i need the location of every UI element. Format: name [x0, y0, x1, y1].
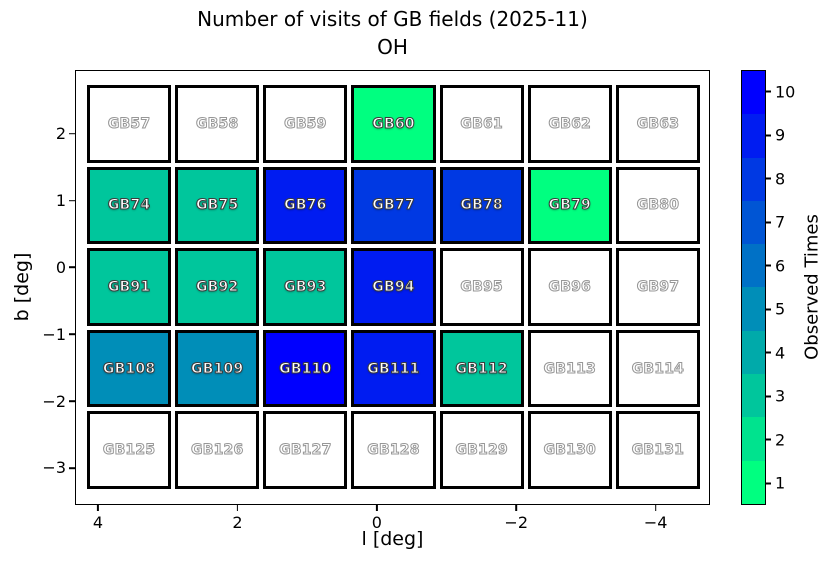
- field-cell: GB113: [527, 329, 612, 408]
- colorbar-tick: 6: [766, 256, 785, 275]
- field-cell: GB79: [527, 166, 612, 245]
- field-cell: GB131: [615, 411, 700, 489]
- colorbar-band: [742, 330, 765, 375]
- y-tick-label: 1: [55, 191, 66, 210]
- field-cell: GB75: [175, 166, 260, 245]
- field-cell: GB125: [87, 411, 172, 489]
- colorbar-band: [742, 460, 765, 504]
- x-tick-mark: [236, 505, 239, 511]
- x-tick-mark: [376, 505, 378, 511]
- colorbar-tick-label: 7: [775, 212, 786, 232]
- colorbar-band: [742, 114, 765, 158]
- field-cell: GB129: [439, 411, 524, 489]
- colorbar: [741, 70, 766, 505]
- x-axis-label: l [deg]: [361, 528, 424, 550]
- field-cell: GB127: [263, 411, 348, 489]
- colorbar-band: [742, 374, 765, 418]
- field-cell: GB59: [263, 85, 348, 163]
- field-cell: GB92: [175, 248, 260, 326]
- field-cell: GB91: [87, 248, 172, 326]
- y-tick-label: −3: [42, 458, 66, 478]
- field-cell: GB63: [615, 85, 700, 163]
- field-cell: GB93: [263, 248, 348, 326]
- field-cell: GB112: [439, 329, 524, 408]
- field-cell: GB110: [263, 329, 348, 408]
- colorbar-tick-label: 4: [775, 343, 786, 363]
- x-tick-mark: [515, 505, 518, 511]
- field-cell: GB97: [615, 248, 700, 326]
- y-tick-label: 0: [55, 257, 66, 277]
- field-cell: GB130: [527, 411, 612, 489]
- chart-title: Number of visits of GB fields (2025-11): [197, 7, 588, 31]
- field-cell: GB128: [351, 411, 436, 489]
- y-tick-label: −1: [42, 324, 66, 344]
- colorbar-tick-label: 1: [775, 473, 786, 493]
- colorbar-tick-label: 3: [775, 386, 786, 406]
- plot-area: GB57 GB58 GB59 GB60 GB61 GB62 GB63 GB74 GB75 GB76…: [75, 70, 710, 505]
- y-tick-label: −2: [42, 391, 66, 411]
- field-cell: GB77: [351, 166, 436, 245]
- field-cell: GB62: [527, 85, 612, 163]
- colorbar-tick: 8: [766, 169, 785, 188]
- colorbar-tick-label: 6: [775, 256, 786, 276]
- field-cell: GB80: [615, 166, 700, 245]
- colorbar-band: [742, 244, 765, 288]
- chart-subtitle: OH: [377, 35, 408, 59]
- field-cell: GB78: [439, 166, 524, 245]
- colorbar-tick: 4: [766, 343, 785, 362]
- colorbar-tick: 10: [766, 82, 795, 101]
- y-tick-label: 2: [55, 124, 66, 144]
- field-cell: GB126: [175, 411, 260, 489]
- colorbar-tick-mark: [766, 395, 771, 398]
- colorbar-tick-mark: [766, 134, 771, 137]
- colorbar-tick-label: 2: [775, 430, 786, 450]
- colorbar-tick-mark: [766, 482, 771, 485]
- colorbar-band: [742, 287, 765, 331]
- x-tick-mark: [654, 505, 657, 511]
- x-tick-mark: [97, 505, 99, 511]
- colorbar-tick-mark: [766, 177, 771, 180]
- colorbar-band: [742, 71, 765, 115]
- field-cell: GB76: [263, 166, 348, 245]
- colorbar-label: Observed Times: [801, 214, 823, 360]
- field-cell: GB95: [439, 248, 524, 326]
- field-cell: GB74: [87, 166, 172, 245]
- colorbar-band: [742, 200, 765, 245]
- colorbar-band: [742, 417, 765, 461]
- colorbar-tick: 2: [766, 430, 785, 449]
- colorbar-tick-label: 8: [775, 169, 786, 189]
- colorbar-tick: 7: [766, 213, 785, 232]
- colorbar-tick: 9: [766, 126, 785, 145]
- field-cell: GB96: [527, 248, 612, 326]
- colorbar-ticks: 1 2 3 4 5 6 7 8 9 10: [766, 70, 806, 505]
- field-cell: GB58: [175, 85, 260, 163]
- field-cell: GB61: [439, 85, 524, 163]
- colorbar-tick: 3: [766, 387, 785, 406]
- field-cell: GB57: [87, 85, 172, 163]
- colorbar-tick-label: 10: [775, 82, 796, 102]
- colorbar-tick-mark: [766, 221, 771, 224]
- y-axis-label: b [deg]: [11, 252, 33, 322]
- field-cell: GB109: [175, 329, 260, 408]
- field-cell: GB114: [615, 329, 700, 408]
- field-cell: GB60: [351, 85, 436, 163]
- colorbar-tick-mark: [766, 438, 771, 441]
- field-grid: GB57 GB58 GB59 GB60 GB61 GB62 GB63 GB74 GB75 GB76…: [87, 85, 700, 489]
- field-cell: GB111: [351, 329, 436, 408]
- colorbar-tick: 5: [766, 300, 785, 319]
- colorbar-band: [742, 157, 765, 201]
- colorbar-tick-mark: [766, 264, 771, 267]
- colorbar-tick-label: 5: [775, 299, 786, 319]
- field-cell: GB108: [87, 329, 172, 408]
- colorbar-tick: 1: [766, 474, 785, 493]
- colorbar-tick-label: 9: [775, 125, 786, 145]
- colorbar-tick-mark: [766, 308, 771, 311]
- colorbar-tick-mark: [766, 351, 771, 354]
- colorbar-tick-mark: [766, 90, 771, 93]
- field-cell: GB94: [351, 248, 436, 326]
